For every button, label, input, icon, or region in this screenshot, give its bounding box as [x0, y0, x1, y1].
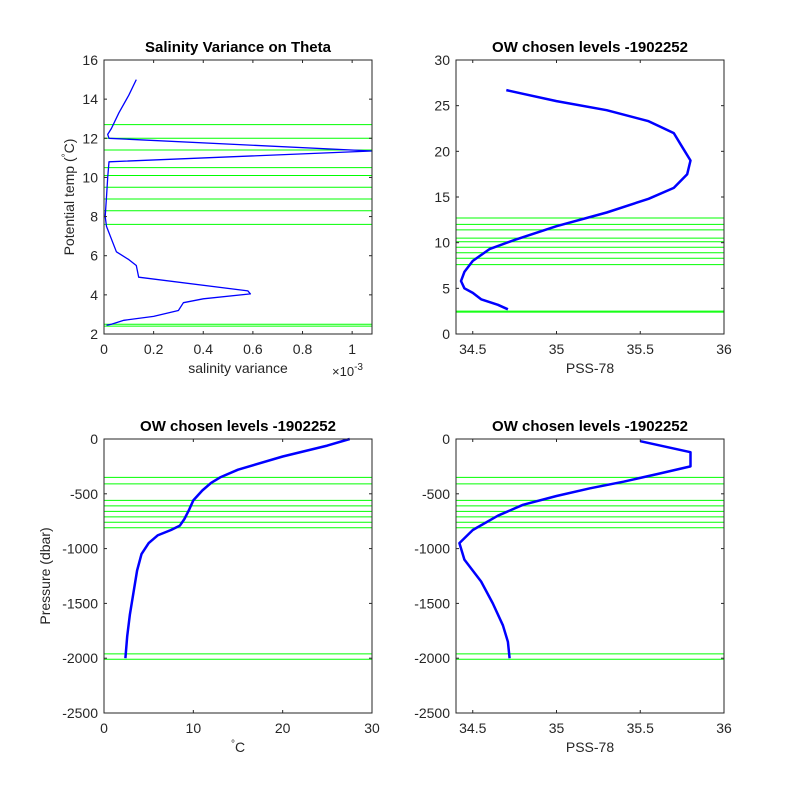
y-tick-label: -2500	[62, 705, 98, 721]
profile-series	[459, 88, 692, 311]
axis-ticks: 34.5 35 35.5 36 0 5 10 15 20 25 30	[434, 52, 732, 357]
y-tick-label: 14	[82, 91, 98, 107]
y-axis-label: Pressure (dbar)	[37, 527, 53, 624]
x-tick-label: 36	[716, 341, 732, 357]
theta-salinity-panel: 34.5 35 35.5 36 0 5 10 15 20 25 30 OW chosen level…	[434, 39, 732, 376]
chart-title: OW chosen levels -1902252	[492, 418, 688, 435]
y-tick-label: 5	[442, 280, 450, 296]
profile-line	[459, 88, 692, 311]
y-tick-label: 0	[90, 431, 98, 447]
axis-ticks: 34.5 35 35.5 36 -2500 -2000 -1500 -1000 -500 0	[414, 431, 732, 736]
x-tick-label: 34.5	[459, 720, 486, 736]
y-tick-label: 6	[90, 248, 98, 264]
x-axis-label: salinity variance	[188, 360, 288, 376]
y-tick-label: -1500	[414, 595, 450, 611]
y-tick-label: -1000	[62, 541, 98, 557]
x-axis-label: PSS-78	[566, 360, 614, 376]
x-tick-label: 36	[716, 720, 732, 736]
y-tick-label: -500	[70, 486, 98, 502]
y-tick-label: 2	[90, 326, 98, 342]
plot-frame	[103, 59, 373, 335]
plot-area	[455, 59, 725, 335]
y-tick-label: 25	[434, 98, 450, 114]
y-tick-label: -2000	[62, 650, 98, 666]
chart-title: OW chosen levels -1902252	[492, 39, 688, 56]
y-tick-label: -2000	[414, 650, 450, 666]
y-tick-label: 4	[90, 287, 98, 303]
chart-title: OW chosen levels -1902252	[140, 418, 336, 435]
chart-title: Salinity Variance on Theta	[145, 39, 332, 56]
chosen-level-lines	[456, 217, 724, 313]
profile-series	[124, 437, 351, 659]
x-tick-label: 35.5	[627, 341, 654, 357]
x-tick-label: 35	[549, 341, 565, 357]
x-tick-label: 0	[100, 720, 108, 736]
y-tick-label: -2500	[414, 705, 450, 721]
plot-frame	[455, 438, 725, 714]
y-tick-label: 16	[82, 52, 98, 68]
profile-series	[458, 439, 692, 659]
x-axis-exponent: ×10-3	[332, 362, 363, 379]
y-tick-label: 20	[434, 143, 450, 159]
y-tick-label: 0	[442, 431, 450, 447]
y-tick-label: 15	[434, 189, 450, 205]
x-tick-label: 30	[364, 720, 380, 736]
plot-area	[103, 59, 373, 335]
x-axis-label: PSS-78	[566, 739, 614, 755]
y-tick-label: 8	[90, 209, 98, 225]
x-tick-label: 35.5	[627, 720, 654, 736]
plot-area	[455, 438, 725, 714]
plot-area	[103, 438, 373, 714]
x-tick-label: 0.8	[293, 341, 313, 357]
x-tick-label: 0.4	[194, 341, 214, 357]
y-tick-label: -500	[422, 486, 450, 502]
x-tick-label: 20	[275, 720, 291, 736]
x-tick-label: 34.5	[459, 341, 486, 357]
chosen-level-lines	[104, 124, 372, 327]
pressure-temperature-panel: 0 10 20 30 -2500 -2000 -1500 -1000 -500 0 OW chos…	[37, 418, 380, 755]
profile-line	[458, 439, 692, 659]
plot-frame	[103, 438, 373, 714]
x-tick-label: 1	[348, 341, 356, 357]
y-axis-label: Potential temp (°C)	[61, 139, 77, 256]
y-tick-label: 30	[434, 52, 450, 68]
x-tick-label: 0	[100, 341, 108, 357]
y-tick-label: 10	[434, 235, 450, 251]
chosen-level-lines	[104, 476, 372, 660]
x-tick-label: 0.2	[144, 341, 164, 357]
profile-line	[124, 437, 351, 659]
y-tick-label: 10	[82, 169, 98, 185]
chosen-level-lines	[456, 476, 724, 660]
pressure-salinity-panel: 34.5 35 35.5 36 -2500 -2000 -1500 -1000 -500 0 OW…	[414, 418, 732, 755]
x-tick-label: 10	[186, 720, 202, 736]
y-tick-label: -1000	[414, 541, 450, 557]
x-tick-label: 0.6	[243, 341, 263, 357]
x-tick-label: 35	[549, 720, 565, 736]
axis-ticks: 0 10 20 30 -2500 -2000 -1500 -1000 -500 0	[62, 431, 380, 736]
x-axis-label: °C	[231, 739, 245, 755]
y-tick-label: 12	[82, 130, 98, 146]
y-tick-label: 0	[442, 326, 450, 342]
profile-series	[104, 79, 373, 326]
profile-line	[104, 79, 373, 326]
y-tick-label: -1500	[62, 595, 98, 611]
